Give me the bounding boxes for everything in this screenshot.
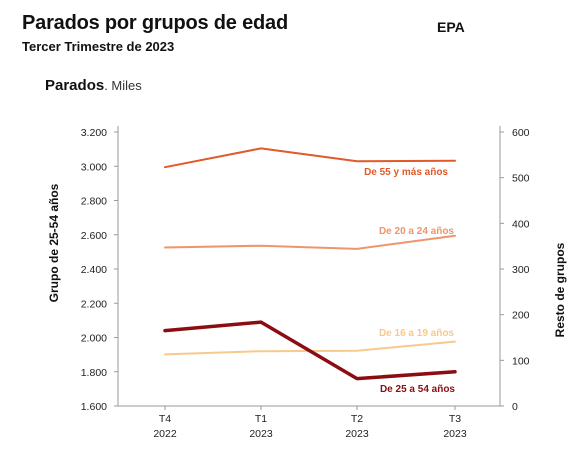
y-right-tick-label: 500: [512, 173, 530, 185]
y-left-tick-label: 2.400: [81, 264, 107, 276]
x-tick-year-label: 2023: [443, 428, 467, 440]
y-left-tick-label: 2.800: [81, 196, 107, 208]
measure-unit: . Miles: [104, 78, 142, 93]
x-tick-year-label: 2022: [153, 428, 177, 440]
x-tick-year-label: 2023: [249, 428, 273, 440]
y-right-tick-label: 300: [512, 264, 530, 276]
x-tick-year-label: 2023: [345, 428, 369, 440]
y-right-tick-label: 400: [512, 218, 530, 230]
series-line: [164, 147, 456, 169]
measure-name: Parados: [45, 77, 105, 94]
y-left-tick-label: 1.800: [81, 367, 107, 379]
source-label: EPA: [437, 19, 465, 35]
x-tick-label: T1: [255, 413, 267, 425]
chart-title: Parados por grupos de edad: [22, 12, 288, 34]
series-line: [164, 234, 456, 250]
y-left-tick-label: 2.600: [81, 230, 107, 242]
x-tick-label: T4: [159, 413, 171, 425]
y-left-tick-label: 3.200: [81, 127, 107, 139]
y-left-tick-label: 2.000: [81, 333, 107, 345]
series-label: De 20 a 24 años: [379, 226, 454, 237]
x-tick-label: T2: [351, 413, 363, 425]
y-axis-right-title: Resto de grupos: [553, 242, 567, 337]
series-label: De 55 y más años: [364, 167, 448, 178]
series-line: [163, 320, 457, 381]
y-right-tick-label: 600: [512, 127, 530, 139]
y-right-tick-label: 100: [512, 355, 530, 367]
y-right-tick-label: 0: [512, 401, 518, 413]
y-left-tick-label: 1.600: [81, 401, 107, 413]
series-label: De 25 a 54 años: [380, 384, 455, 395]
y-left-tick-label: 2.200: [81, 298, 107, 310]
chart-subtitle: Tercer Trimestre de 2023: [22, 39, 175, 54]
series-label: De 16 a 19 años: [379, 328, 454, 339]
measure-label: Parados. Miles: [45, 77, 142, 94]
y-axis-left-title: Grupo de 25-54 años: [47, 183, 61, 302]
y-left-tick-label: 3.000: [81, 161, 107, 173]
y-right-tick-label: 200: [512, 310, 530, 322]
x-tick-label: T3: [449, 413, 461, 425]
